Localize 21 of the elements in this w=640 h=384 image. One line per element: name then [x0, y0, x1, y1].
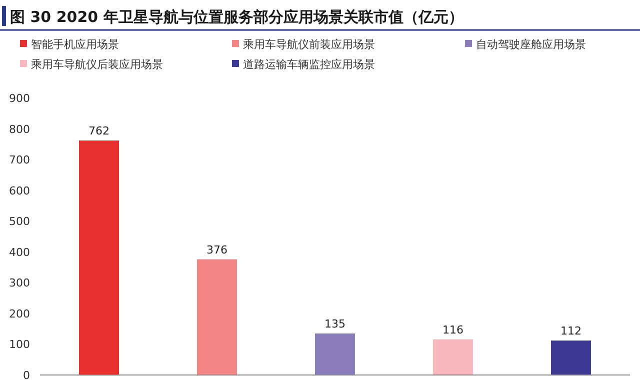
legend-label: 乘用车导航仪前装应用场景: [243, 38, 375, 51]
legend-label: 自动驾驶座舱应用场景: [476, 38, 586, 51]
y-tick-label: 400: [9, 246, 30, 259]
y-tick-label: 200: [9, 307, 30, 320]
data-label: 116: [442, 323, 464, 336]
y-tick-label: 0: [23, 369, 30, 382]
y-tick-label: 800: [9, 122, 30, 136]
y-tick-label: 100: [9, 338, 30, 352]
legend-label: 乘用车导航仪后装应用场景: [31, 58, 163, 71]
data-label: 376: [206, 243, 228, 256]
data-label: 762: [88, 124, 110, 138]
y-tick-label: 700: [9, 154, 30, 167]
chart-title: 图 30 2020 年卫星导航与位置服务部分应用场景关联市值（亿元）: [10, 8, 464, 26]
data-label: 135: [324, 317, 346, 330]
y-tick-label: 600: [9, 184, 30, 198]
y-tick-label: 300: [9, 276, 30, 290]
data-label: 112: [560, 324, 582, 338]
y-tick-label: 500: [9, 215, 30, 228]
y-tick-label: 900: [9, 92, 30, 105]
legend-label: 道路运输车辆监控应用场景: [243, 58, 375, 71]
legend-label: 智能手机应用场景: [31, 38, 119, 51]
